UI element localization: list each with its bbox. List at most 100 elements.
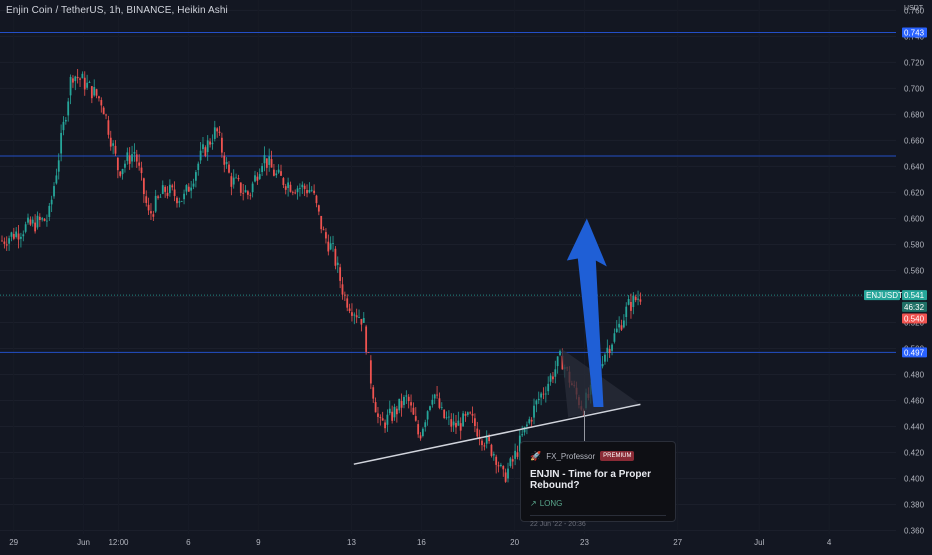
candle-body (436, 394, 438, 396)
candle-body (263, 155, 266, 164)
candle-body (275, 173, 278, 176)
candle-body (353, 314, 356, 316)
candle-body (126, 152, 129, 161)
candle-body (237, 178, 240, 180)
candle-body (372, 387, 375, 399)
candle-body (294, 192, 297, 194)
candle-body (419, 435, 422, 439)
price-tick-label: 0.640 (904, 162, 925, 171)
candle-body (225, 161, 228, 165)
price-axis[interactable]: 0.7600.7400.7200.7000.6800.6600.6400.620… (904, 5, 925, 535)
candle-body (112, 143, 115, 146)
candle-body (38, 216, 41, 220)
candle-body (313, 190, 316, 194)
candle-body (109, 137, 112, 147)
candle-body (93, 87, 96, 96)
price-tick-label: 0.440 (904, 422, 925, 431)
price-label-bg (902, 347, 927, 358)
candle-body (528, 419, 531, 424)
author-name[interactable]: FX_Professor (546, 451, 596, 461)
candle-body (537, 398, 540, 401)
symbol-title[interactable]: Enjin Coin / TetherUS, 1h, BINANCE, Heik… (6, 5, 228, 16)
candle-body (235, 177, 237, 179)
candle-body (138, 162, 141, 166)
card-divider (530, 515, 666, 516)
candle-body (502, 465, 505, 470)
candle-body (287, 182, 290, 188)
candle-body (116, 157, 119, 171)
candle-body (185, 185, 188, 192)
time-tick-label: 13 (347, 538, 356, 547)
candle-body (514, 450, 517, 459)
time-axis[interactable]: 29 Jun 12:00 6 9 13 16 20 23 27 Jul 4 (9, 538, 832, 547)
candle-body (31, 219, 34, 224)
direction-label: LONG (539, 499, 563, 508)
candle-body (230, 176, 233, 187)
candle-body (365, 326, 368, 352)
candle-body (79, 78, 81, 80)
candle-body (351, 312, 353, 316)
candle-body (438, 398, 441, 408)
candle-body (213, 127, 216, 139)
candle-body (24, 224, 27, 232)
candle-body (296, 188, 299, 193)
candle-body (55, 175, 58, 184)
time-tick-label: Jun (77, 538, 90, 547)
candle-body (114, 145, 117, 154)
candle-body (48, 205, 51, 217)
candle-body (500, 464, 502, 466)
trendline (353, 403, 641, 465)
candle-body (83, 77, 86, 90)
grid-layer (0, 0, 896, 534)
candle-body (542, 393, 545, 395)
price-label-ha: 0.540 (904, 315, 925, 324)
candle-body (256, 176, 259, 181)
candle-body (29, 219, 32, 225)
candle-body (601, 364, 604, 367)
candle-body (554, 369, 557, 377)
candle-body (228, 164, 230, 173)
candle-body (405, 395, 408, 397)
rocket-icon: 🚀 (530, 450, 542, 461)
time-tick-label: 4 (827, 538, 832, 547)
price-tick-label: 0.360 (904, 526, 925, 535)
price-tick-label: 0.460 (904, 396, 925, 405)
price-label-bg (902, 313, 927, 324)
price-tick-label: 0.600 (904, 214, 925, 223)
candle-body (251, 183, 254, 193)
idea-card[interactable]: 🚀 FX_Professor PREMIUM ENJIN - Time for … (520, 441, 676, 528)
candle-body (336, 262, 339, 266)
candle-body (348, 308, 351, 311)
target-arrow (566, 218, 607, 407)
candle-body (202, 144, 204, 150)
candle-body (440, 407, 443, 408)
candle-body (133, 152, 136, 154)
candle-body (332, 243, 334, 244)
candle-body (476, 428, 479, 437)
candle-body (604, 354, 606, 362)
idea-title[interactable]: ENJIN - Time for a Proper Rebound? (530, 469, 651, 491)
candle-body (121, 169, 124, 175)
candle-body (639, 299, 642, 302)
candle-body (407, 396, 410, 402)
candle-body (76, 76, 79, 79)
candle-body (299, 188, 301, 189)
candle-body (315, 195, 318, 204)
candle-body (395, 408, 398, 415)
candle-body (381, 418, 384, 421)
candle-body (1, 240, 3, 242)
candle-body (358, 317, 360, 318)
candle-body (150, 211, 152, 214)
candle-body (88, 82, 91, 83)
candle-body (492, 454, 495, 456)
candle-body (15, 231, 18, 237)
candle-body (27, 217, 29, 223)
candle-body (204, 147, 207, 156)
candle-body (254, 175, 256, 182)
price-label-level: 0.497 (904, 348, 925, 357)
candle-body (247, 191, 249, 195)
idea-author-row[interactable]: 🚀 FX_Professor PREMIUM (530, 449, 666, 463)
price-tick-label: 0.380 (904, 500, 925, 509)
